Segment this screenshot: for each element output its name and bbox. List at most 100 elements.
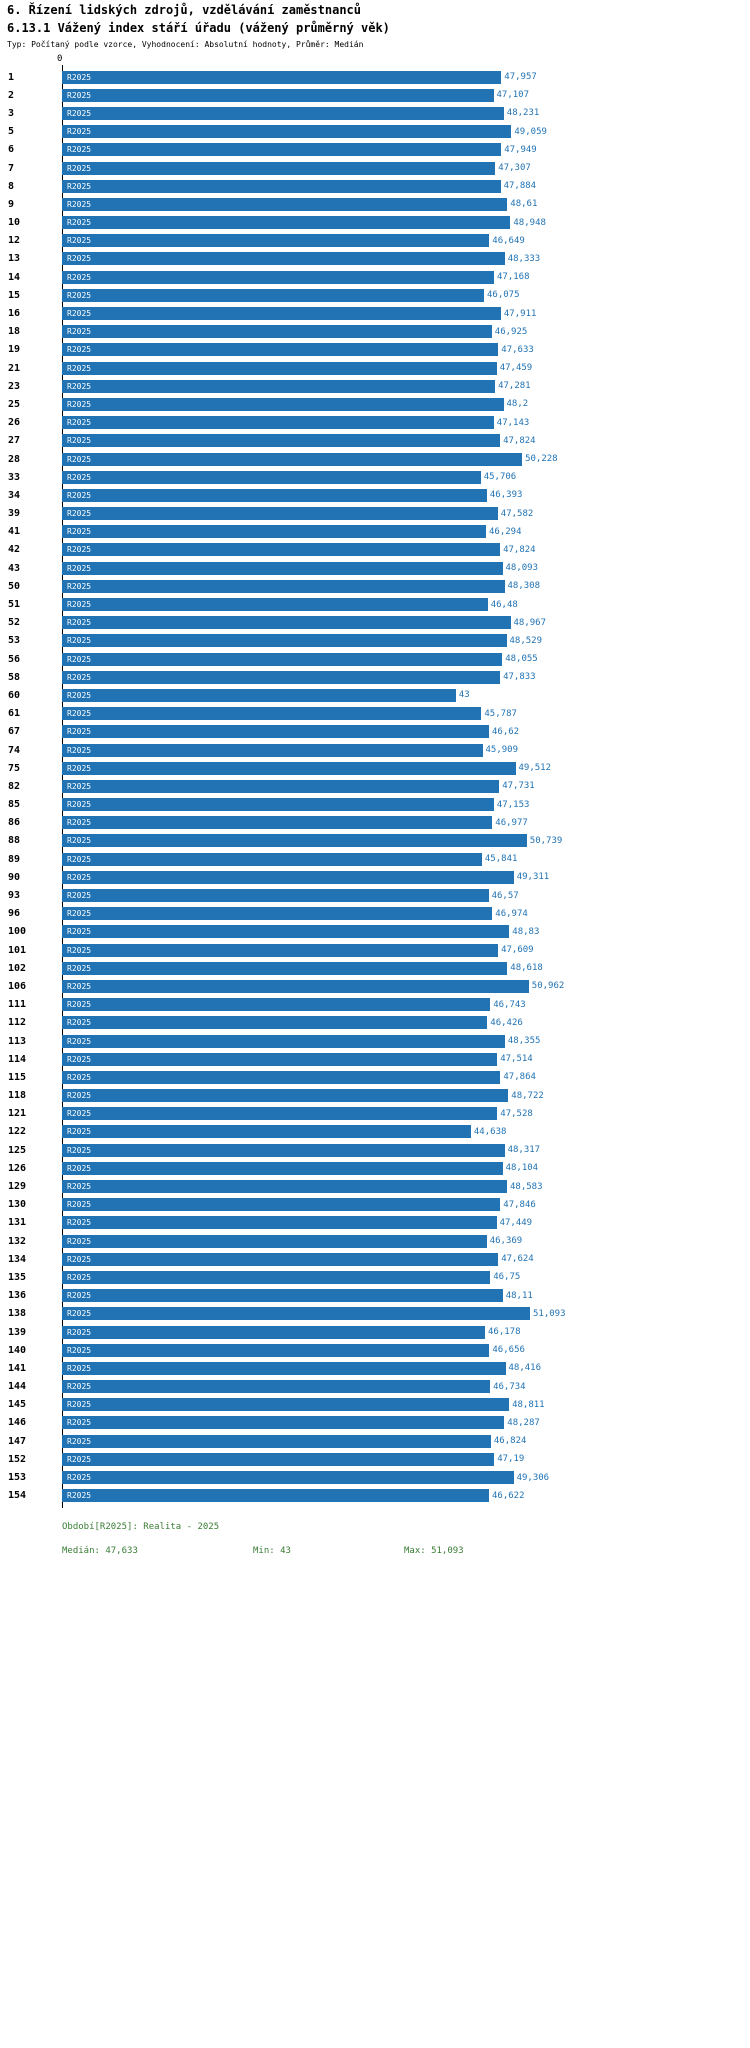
bar-series-label: R2025: [67, 1200, 92, 1210]
bar-value-label: 46,57: [491, 890, 519, 901]
footer-period: Období[R2025]: Realita - 2025: [62, 1522, 220, 1532]
bar: R2025: [62, 907, 493, 921]
bar: R2025: [62, 634, 507, 648]
bar: R2025: [62, 943, 499, 957]
chart-row: 89 R2025 45,841: [0, 850, 750, 868]
chart-row: 131 R2025 47,449: [0, 1214, 750, 1232]
bar-series-label: R2025: [67, 927, 92, 937]
bar: R2025: [62, 707, 482, 721]
bar: R2025: [62, 70, 502, 84]
row-number: 152: [8, 1453, 27, 1465]
row-bar-area: R2025 47,582: [62, 505, 750, 523]
row-number: 8: [8, 180, 15, 192]
chart-row: 85 R2025 47,153: [0, 796, 750, 814]
bar-series-label: R2025: [67, 636, 92, 646]
bar: R2025: [62, 434, 501, 448]
chart-row: 51 R2025 46,48: [0, 595, 750, 613]
bar: R2025: [62, 652, 503, 666]
chart-row: 114 R2025 47,514: [0, 1050, 750, 1068]
bar-value-label: 46,824: [493, 1436, 527, 1447]
chart-row: 60 R2025 43: [0, 686, 750, 704]
bar-series-label: R2025: [67, 727, 92, 737]
bar: R2025: [62, 816, 493, 830]
bar-series-label: R2025: [67, 854, 92, 864]
row-number: 154: [8, 1490, 27, 1502]
bar: R2025: [62, 579, 505, 593]
bar-value-label: 48,416: [508, 1363, 542, 1374]
row-number: 135: [8, 1271, 27, 1283]
bar-value-label: 48,104: [505, 1163, 539, 1174]
bar-series-label: R2025: [67, 1018, 92, 1028]
row-bar-area: R2025 46,824: [62, 1432, 750, 1450]
chart-row: 126 R2025 48,104: [0, 1159, 750, 1177]
bar: R2025: [62, 1052, 498, 1066]
bar-value-label: 49,311: [516, 872, 550, 883]
row-number: 5: [8, 126, 15, 138]
bar: R2025: [62, 1361, 506, 1375]
bar-value-label: 46,075: [487, 290, 520, 301]
bar-series-label: R2025: [67, 1163, 92, 1173]
bar-series-label: R2025: [67, 1327, 92, 1337]
chart-row: 144 R2025 46,734: [0, 1378, 750, 1396]
chart-row: 27 R2025 47,824: [0, 432, 750, 450]
bar-value-label: 47,19: [497, 1454, 525, 1465]
bar-value-label: 45,706: [483, 472, 517, 483]
report-section-title: 6. Řízení lidských zdrojů, vzdělávání za…: [7, 3, 362, 17]
bar-series-label: R2025: [67, 1054, 92, 1064]
row-number: 23: [8, 380, 21, 392]
bar-series-label: R2025: [67, 872, 92, 882]
bar-series-label: R2025: [67, 454, 92, 464]
bar-value-label: 50,962: [531, 981, 565, 992]
bar: R2025: [62, 1471, 514, 1485]
chart-row: 153 R2025 49,306: [0, 1468, 750, 1486]
bar-series-label: R2025: [67, 709, 92, 719]
bar: R2025: [62, 1380, 491, 1394]
row-number: 14: [8, 271, 21, 283]
bar: R2025: [62, 488, 487, 502]
row-bar-area: R2025 47,449: [62, 1214, 750, 1232]
bar-value-label: 49,512: [518, 763, 552, 774]
row-number: 16: [8, 308, 21, 320]
row-number: 9: [8, 198, 15, 210]
row-bar-area: R2025 46,734: [62, 1378, 750, 1396]
bar-series-label: R2025: [67, 1363, 92, 1373]
bar-series-label: R2025: [67, 1418, 92, 1428]
row-number: 125: [8, 1144, 27, 1156]
row-number: 39: [8, 508, 21, 520]
bar: R2025: [62, 288, 484, 302]
row-bar-area: R2025 46,48: [62, 595, 750, 613]
bar: R2025: [62, 1070, 501, 1084]
row-number: 86: [8, 817, 21, 829]
bar-series-label: R2025: [67, 1473, 92, 1483]
bar-series-label: R2025: [67, 509, 92, 519]
chart-row: 13 R2025 48,333: [0, 250, 750, 268]
bar-series-label: R2025: [67, 891, 92, 901]
bar-series-label: R2025: [67, 327, 92, 337]
bar-value-label: 47,609: [501, 945, 534, 956]
row-bar-area: R2025 48,811: [62, 1396, 750, 1414]
chart-row: 138 R2025 51,093: [0, 1305, 750, 1323]
chart-row: 121 R2025 47,528: [0, 1105, 750, 1123]
row-number: 18: [8, 326, 21, 338]
chart-row: 56 R2025 48,055: [0, 650, 750, 668]
row-bar-area: R2025 46,622: [62, 1487, 750, 1505]
row-bar-area: R2025 48,967: [62, 614, 750, 632]
bar: R2025: [62, 325, 492, 339]
bar-value-label: 45,787: [484, 708, 517, 719]
bar-value-label: 47,143: [496, 417, 530, 428]
bar: R2025: [62, 1089, 509, 1103]
row-number: 85: [8, 799, 21, 811]
bar: R2025: [62, 779, 500, 793]
chart-row: 1 R2025 47,957: [0, 68, 750, 86]
row-bar-area: R2025 47,824: [62, 432, 750, 450]
bar-series-label: R2025: [67, 199, 92, 209]
row-bar-area: R2025 46,977: [62, 814, 750, 832]
bar-series-label: R2025: [67, 1091, 92, 1101]
row-bar-area: R2025 47,824: [62, 541, 750, 559]
bar-value-label: 47,957: [504, 72, 537, 83]
row-bar-area: R2025 46,649: [62, 232, 750, 250]
row-bar-area: R2025 48,308: [62, 577, 750, 595]
row-number: 114: [8, 1053, 27, 1065]
chart-row: 134 R2025 47,624: [0, 1250, 750, 1268]
bar: R2025: [62, 889, 489, 903]
